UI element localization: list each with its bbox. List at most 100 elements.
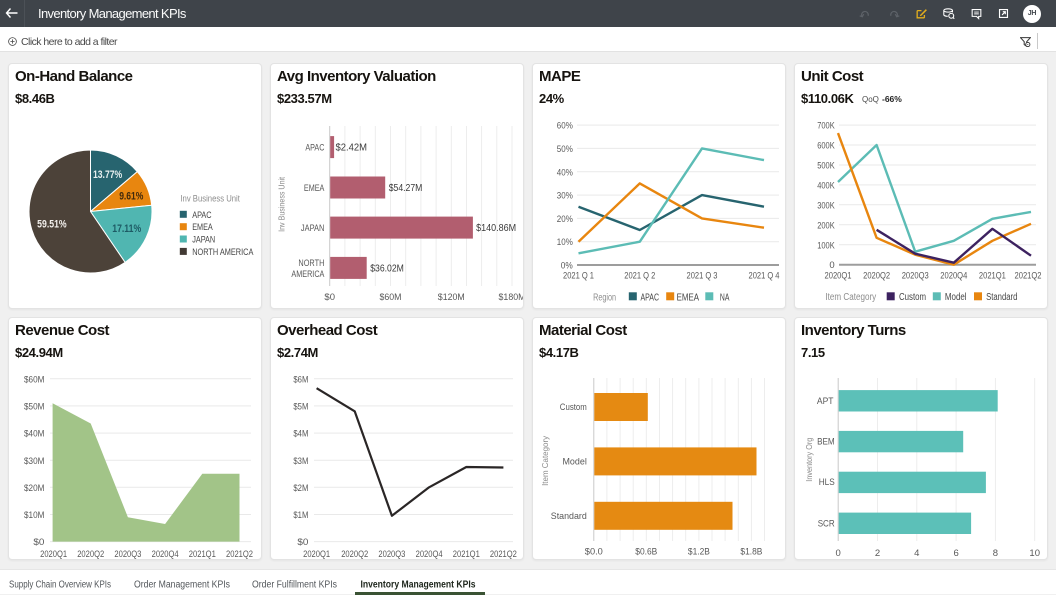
svg-text:APAC: APAC xyxy=(641,292,660,303)
svg-text:APAC: APAC xyxy=(305,143,324,154)
svg-text:$1.2B: $1.2B xyxy=(688,547,710,558)
svg-text:$180M: $180M xyxy=(499,292,524,303)
svg-text:$30M: $30M xyxy=(24,456,44,467)
svg-text:6: 6 xyxy=(953,548,958,559)
svg-text:$36.02M: $36.02M xyxy=(370,263,404,274)
svg-text:9.61%: 9.61% xyxy=(119,191,143,203)
svg-text:BEM: BEM xyxy=(817,436,835,447)
svg-text:Inventory Org: Inventory Org xyxy=(804,437,814,481)
svg-text:Order Management KPIs: Order Management KPIs xyxy=(134,579,230,590)
svg-text:Model: Model xyxy=(563,457,587,468)
svg-text:2021Q1: 2021Q1 xyxy=(189,549,216,559)
svg-text:100K: 100K xyxy=(817,240,835,251)
svg-text:AMERICA: AMERICA xyxy=(291,269,324,280)
svg-text:0: 0 xyxy=(836,548,841,559)
svg-text:Inv Business Unit: Inv Business Unit xyxy=(180,193,240,203)
svg-text:2020Q3: 2020Q3 xyxy=(378,549,405,559)
svg-text:2020Q2: 2020Q2 xyxy=(341,549,368,559)
svg-text:10: 10 xyxy=(1029,548,1040,559)
svg-text:EMEA: EMEA xyxy=(677,292,700,303)
svg-text:APAC: APAC xyxy=(192,210,212,220)
svg-text:Standard: Standard xyxy=(986,292,1017,303)
svg-text:APT: APT xyxy=(817,396,834,407)
svg-text:Region: Region xyxy=(593,292,616,303)
svg-text:Inventory Management KPIs: Inventory Management KPIs xyxy=(361,579,476,590)
svg-text:HLS: HLS xyxy=(819,477,835,488)
svg-text:Supply Chain Overview KPIs: Supply Chain Overview KPIs xyxy=(9,579,111,590)
svg-text:50%: 50% xyxy=(557,144,573,155)
svg-text:$60M: $60M xyxy=(380,292,402,303)
svg-text:$0: $0 xyxy=(297,537,308,548)
svg-text:$0.0: $0.0 xyxy=(585,547,603,558)
svg-text:$120M: $120M xyxy=(438,292,465,303)
svg-text:$1.8B: $1.8B xyxy=(740,547,762,558)
svg-text:2021Q2: 2021Q2 xyxy=(490,549,517,559)
svg-text:600K: 600K xyxy=(817,141,835,152)
svg-text:$2M: $2M xyxy=(293,483,308,494)
svg-text:0: 0 xyxy=(829,260,834,271)
svg-text:$0: $0 xyxy=(33,537,44,548)
svg-text:60%: 60% xyxy=(557,121,573,132)
svg-text:30%: 30% xyxy=(557,191,573,202)
svg-text:2020Q2: 2020Q2 xyxy=(77,549,104,559)
svg-text:$2.42M: $2.42M xyxy=(336,143,368,154)
svg-text:$0.6B: $0.6B xyxy=(635,547,657,558)
svg-text:EMEA: EMEA xyxy=(304,183,325,194)
svg-text:2020Q1: 2020Q1 xyxy=(825,271,852,282)
svg-text:2020Q4: 2020Q4 xyxy=(416,549,443,559)
svg-text:700K: 700K xyxy=(817,121,835,132)
svg-text:$1M: $1M xyxy=(293,510,308,521)
svg-text:300K: 300K xyxy=(817,200,835,211)
svg-text:SCR: SCR xyxy=(818,518,835,529)
svg-text:200K: 200K xyxy=(817,220,835,231)
svg-text:Item Category: Item Category xyxy=(825,292,876,303)
svg-text:500K: 500K xyxy=(817,161,835,172)
svg-text:2021Q1: 2021Q1 xyxy=(453,549,480,559)
svg-text:2020Q2: 2020Q2 xyxy=(863,271,890,282)
svg-text:NA: NA xyxy=(720,292,730,303)
svg-text:$5M: $5M xyxy=(293,402,308,413)
svg-text:2021 Q 4: 2021 Q 4 xyxy=(749,271,780,282)
svg-text:Standard: Standard xyxy=(551,511,587,522)
svg-text:Order Fulfillment KPIs: Order Fulfillment KPIs xyxy=(252,579,337,590)
svg-text:20%: 20% xyxy=(557,214,573,225)
svg-text:$20M: $20M xyxy=(24,483,44,494)
svg-text:2021 Q 3: 2021 Q 3 xyxy=(687,271,718,282)
svg-text:$40M: $40M xyxy=(24,429,44,440)
svg-text:Custom: Custom xyxy=(899,292,926,303)
svg-text:2020Q4: 2020Q4 xyxy=(940,271,967,282)
svg-text:Model: Model xyxy=(945,292,967,303)
svg-text:$60M: $60M xyxy=(24,374,44,385)
svg-text:17.11%: 17.11% xyxy=(112,223,141,235)
svg-text:2021 Q 1: 2021 Q 1 xyxy=(563,271,594,282)
svg-text:$0: $0 xyxy=(324,292,335,303)
svg-text:2021 Q 2: 2021 Q 2 xyxy=(624,271,655,282)
svg-text:$4M: $4M xyxy=(293,429,308,440)
svg-text:$54.27M: $54.27M xyxy=(389,183,423,194)
svg-text:8: 8 xyxy=(993,548,998,559)
svg-text:4: 4 xyxy=(914,548,919,559)
svg-text:2020Q3: 2020Q3 xyxy=(114,549,141,559)
svg-text:0%: 0% xyxy=(561,261,573,272)
svg-text:2020Q3: 2020Q3 xyxy=(902,271,929,282)
svg-text:JAPAN: JAPAN xyxy=(192,235,215,245)
svg-text:EMEA: EMEA xyxy=(192,222,213,232)
svg-text:59.51%: 59.51% xyxy=(37,219,67,231)
svg-text:$50M: $50M xyxy=(24,402,44,413)
svg-text:2: 2 xyxy=(875,548,880,559)
svg-text:$3M: $3M xyxy=(293,456,308,467)
svg-text:2020Q1: 2020Q1 xyxy=(40,549,67,559)
svg-text:NORTH AMERICA: NORTH AMERICA xyxy=(192,247,253,257)
svg-text:2021Q1: 2021Q1 xyxy=(979,271,1006,282)
svg-text:2020Q1: 2020Q1 xyxy=(303,549,330,559)
svg-text:$6M: $6M xyxy=(293,374,308,385)
svg-text:Inv Business Unit: Inv Business Unit xyxy=(277,176,287,232)
svg-text:2020Q4: 2020Q4 xyxy=(152,549,179,559)
svg-text:Item Category: Item Category xyxy=(540,435,550,486)
svg-text:$140.86M: $140.86M xyxy=(476,223,516,234)
svg-text:10%: 10% xyxy=(557,237,573,248)
svg-text:2021Q2: 2021Q2 xyxy=(226,549,253,559)
svg-text:2021Q2: 2021Q2 xyxy=(1015,271,1042,282)
svg-text:JAPAN: JAPAN xyxy=(301,223,325,234)
svg-text:NORTH: NORTH xyxy=(298,258,324,269)
